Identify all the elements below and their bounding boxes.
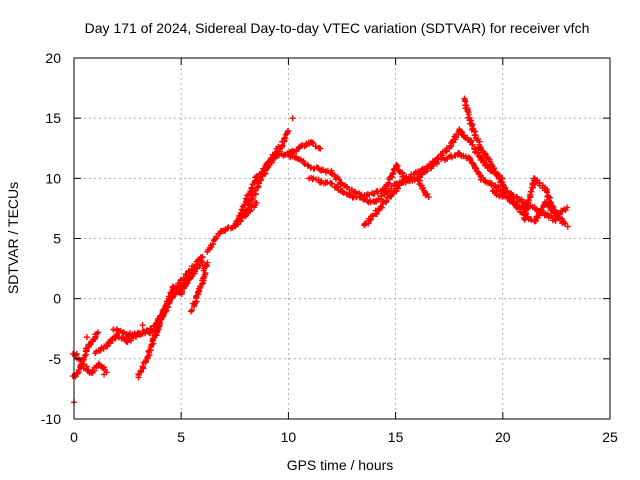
data-point bbox=[148, 326, 155, 333]
data-point bbox=[310, 139, 317, 146]
data-point bbox=[209, 241, 216, 248]
data-point bbox=[336, 176, 343, 183]
chart-title: Day 171 of 2024, Sidereal Day-to-day VTE… bbox=[85, 20, 590, 36]
x-tick-labels: 0 5 10 15 20 25 bbox=[70, 429, 618, 445]
data-point bbox=[378, 204, 385, 211]
data-point bbox=[472, 146, 479, 153]
data-point bbox=[204, 259, 211, 266]
data-point bbox=[488, 180, 495, 187]
y-tick-label: 5 bbox=[53, 231, 61, 247]
data-point bbox=[328, 169, 335, 176]
data-point bbox=[264, 163, 271, 170]
data-point bbox=[156, 319, 163, 326]
data-point bbox=[378, 192, 385, 199]
data-point bbox=[525, 197, 532, 204]
data-point bbox=[242, 195, 249, 202]
data-point bbox=[465, 111, 472, 118]
data-point bbox=[243, 211, 250, 218]
data-point bbox=[139, 322, 146, 329]
data-point bbox=[564, 223, 571, 230]
data-point bbox=[123, 338, 130, 345]
x-tick-label: 25 bbox=[602, 429, 618, 445]
data-point bbox=[83, 334, 90, 341]
data-point bbox=[518, 196, 525, 203]
axis-ticks bbox=[73, 57, 611, 420]
x-tick-label: 0 bbox=[70, 429, 78, 445]
data-point bbox=[490, 165, 497, 172]
data-point bbox=[339, 188, 346, 195]
data-point bbox=[522, 210, 529, 217]
data-point bbox=[458, 129, 465, 136]
data-point bbox=[383, 197, 390, 204]
series-arc-8 bbox=[204, 199, 260, 255]
series-outliers bbox=[71, 115, 296, 406]
data-point bbox=[285, 127, 292, 134]
y-tick-label: 20 bbox=[45, 50, 61, 66]
y-tick-label: 15 bbox=[45, 110, 61, 126]
series-arc-2 bbox=[69, 350, 110, 376]
data-point bbox=[87, 341, 94, 348]
data-point bbox=[95, 329, 102, 336]
data-point bbox=[520, 215, 527, 222]
data-point bbox=[165, 293, 172, 300]
data-point bbox=[464, 108, 471, 115]
data-point bbox=[189, 307, 196, 314]
series-arc-13 bbox=[306, 174, 432, 206]
data-point bbox=[360, 197, 367, 204]
x-axis-label: GPS time / hours bbox=[287, 457, 394, 473]
data-point bbox=[139, 363, 146, 370]
data-point bbox=[467, 156, 474, 163]
series-arc-16 bbox=[461, 95, 527, 211]
data-point bbox=[289, 115, 296, 122]
data-point bbox=[248, 184, 255, 191]
data-point bbox=[198, 258, 205, 265]
data-point bbox=[253, 199, 260, 206]
data-point bbox=[182, 271, 189, 278]
data-point bbox=[317, 145, 324, 152]
data-point bbox=[187, 308, 194, 315]
data-point bbox=[196, 262, 203, 269]
gridlines bbox=[74, 58, 610, 419]
y-tick-label: -5 bbox=[49, 351, 62, 367]
data-point bbox=[301, 161, 308, 168]
series-arc-18 bbox=[520, 175, 571, 230]
data-point bbox=[281, 134, 288, 141]
data-point bbox=[537, 208, 544, 215]
data-point bbox=[395, 185, 402, 192]
data-point bbox=[469, 141, 476, 148]
data-point bbox=[101, 371, 108, 378]
y-axis-label: SDTVAR / TECUs bbox=[5, 182, 21, 294]
x-tick-label: 15 bbox=[388, 429, 404, 445]
data-point bbox=[281, 135, 288, 142]
x-tick-label: 5 bbox=[177, 429, 185, 445]
x-tick-label: 10 bbox=[281, 429, 297, 445]
series-arc-1 bbox=[69, 329, 102, 380]
data-point bbox=[385, 179, 392, 186]
y-tick-label: -10 bbox=[41, 411, 61, 427]
y-tick-labels: -10 -5 0 5 10 15 20 bbox=[41, 50, 61, 427]
data-point bbox=[104, 343, 111, 350]
data-point bbox=[267, 158, 274, 165]
data-point bbox=[400, 179, 407, 186]
series-arc-10 bbox=[242, 127, 292, 219]
data-point bbox=[184, 280, 191, 287]
data-point bbox=[328, 180, 335, 187]
series-arc-6 bbox=[151, 258, 206, 339]
data-point bbox=[419, 184, 426, 191]
data-point bbox=[564, 204, 571, 211]
data-point bbox=[374, 190, 381, 197]
y-tick-label: 10 bbox=[45, 170, 61, 186]
x-tick-label: 20 bbox=[495, 429, 511, 445]
data-point bbox=[312, 143, 319, 150]
data-point bbox=[252, 187, 259, 194]
data-point bbox=[501, 184, 508, 191]
data-point bbox=[373, 210, 380, 217]
data-point bbox=[471, 131, 478, 138]
data-points bbox=[69, 95, 571, 406]
series-arc-7 bbox=[187, 259, 211, 315]
data-point bbox=[425, 194, 432, 201]
y-tick-label: 0 bbox=[53, 291, 61, 307]
